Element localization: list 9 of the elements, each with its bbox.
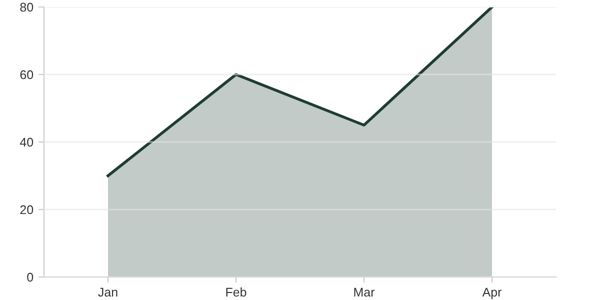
y-tick-label: 80 xyxy=(20,2,34,12)
x-tick-label: Mar xyxy=(354,288,375,297)
x-tick-label: Feb xyxy=(226,287,246,297)
y-tick-label: 40 xyxy=(20,138,34,147)
y-tick-label: 60 xyxy=(20,70,34,80)
x-tick-label: Apr xyxy=(482,288,502,300)
x-tick-label: Jan xyxy=(98,288,118,297)
y-tick-label: 0 xyxy=(27,272,34,282)
y-tick-label: 20 xyxy=(20,205,34,214)
